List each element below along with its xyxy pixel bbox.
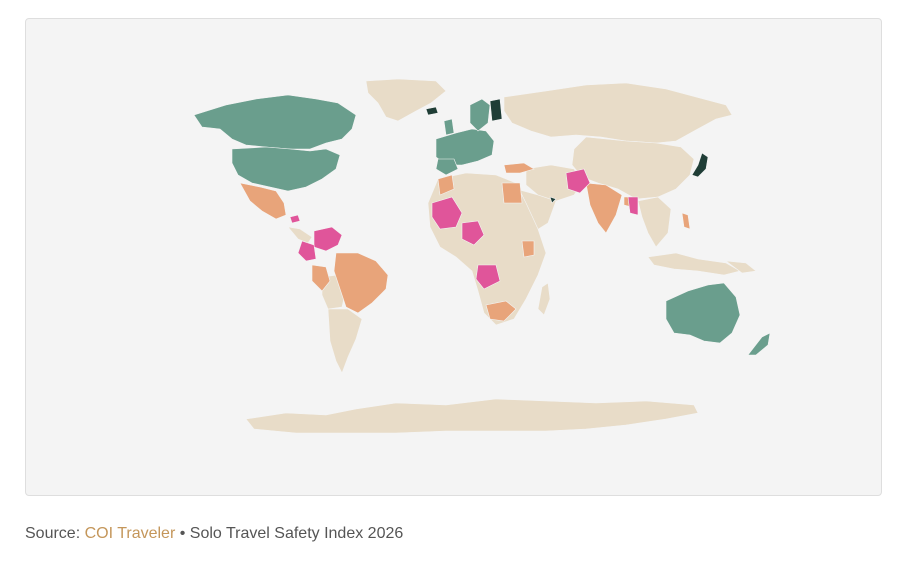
safest-layer xyxy=(425,98,709,204)
country-indochina[interactable] xyxy=(637,196,672,248)
country-russia[interactable] xyxy=(503,82,733,144)
source-prefix: Source: xyxy=(25,525,81,542)
country-pakistan[interactable] xyxy=(565,168,591,194)
country-morocco[interactable] xyxy=(437,174,455,196)
country-new-zealand[interactable] xyxy=(747,332,771,356)
country-kenya[interactable] xyxy=(521,240,535,258)
country-philippines[interactable] xyxy=(681,212,691,230)
country-united-states[interactable] xyxy=(231,146,341,192)
source-link[interactable]: COI Traveler xyxy=(84,525,176,542)
country-iceland[interactable] xyxy=(425,106,439,116)
country-india[interactable] xyxy=(585,182,623,234)
country-central-america[interactable] xyxy=(287,226,313,244)
country-mexico[interactable] xyxy=(239,182,287,220)
country-japan[interactable] xyxy=(691,152,709,178)
country-colombia[interactable] xyxy=(297,240,317,262)
country-nigeria[interactable] xyxy=(461,220,485,246)
country-canada[interactable] xyxy=(193,94,357,150)
source-line: Source: COI Traveler • Solo Travel Safet… xyxy=(25,525,403,543)
country-finland[interactable] xyxy=(489,98,503,122)
world-map xyxy=(193,78,771,434)
country-indonesia[interactable] xyxy=(647,252,741,276)
country-egypt[interactable] xyxy=(501,182,523,204)
country-united-kingdom[interactable] xyxy=(443,118,455,136)
country-madagascar[interactable] xyxy=(537,282,551,316)
country-greenland[interactable] xyxy=(365,78,447,122)
safe-layer xyxy=(193,94,771,356)
country-south-africa[interactable] xyxy=(485,300,517,322)
country-venezuela[interactable] xyxy=(313,226,343,252)
country-uae[interactable] xyxy=(549,196,557,204)
country-antarctica[interactable] xyxy=(245,398,699,434)
country-brazil[interactable] xyxy=(333,252,389,314)
country-mali[interactable] xyxy=(431,196,463,230)
country-angola[interactable] xyxy=(475,264,501,290)
country-turkey[interactable] xyxy=(503,162,535,174)
world-map-panel xyxy=(25,18,882,496)
country-papua-new-guinea[interactable] xyxy=(724,260,757,274)
source-title: Solo Travel Safety Index 2026 xyxy=(189,525,404,542)
high-risk-layer xyxy=(289,168,639,290)
caution-layer xyxy=(239,162,691,322)
country-sweden[interactable] xyxy=(469,98,491,132)
source-separator: • xyxy=(179,525,186,542)
country-myanmar[interactable] xyxy=(627,196,639,216)
country-spain[interactable] xyxy=(435,158,459,176)
no-data-layer xyxy=(245,78,757,434)
country-honduras[interactable] xyxy=(289,214,301,224)
country-peru[interactable] xyxy=(311,264,331,292)
country-australia[interactable] xyxy=(665,282,741,344)
country-argentina[interactable] xyxy=(327,308,363,374)
